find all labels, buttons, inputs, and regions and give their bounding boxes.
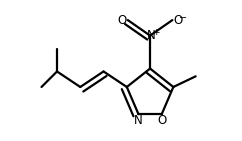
Text: N: N bbox=[134, 114, 143, 127]
Text: O: O bbox=[118, 14, 127, 27]
Text: O: O bbox=[157, 114, 166, 127]
Text: +: + bbox=[152, 28, 159, 37]
Text: −: − bbox=[179, 13, 187, 23]
Text: N: N bbox=[147, 29, 155, 42]
Text: O: O bbox=[173, 14, 182, 27]
